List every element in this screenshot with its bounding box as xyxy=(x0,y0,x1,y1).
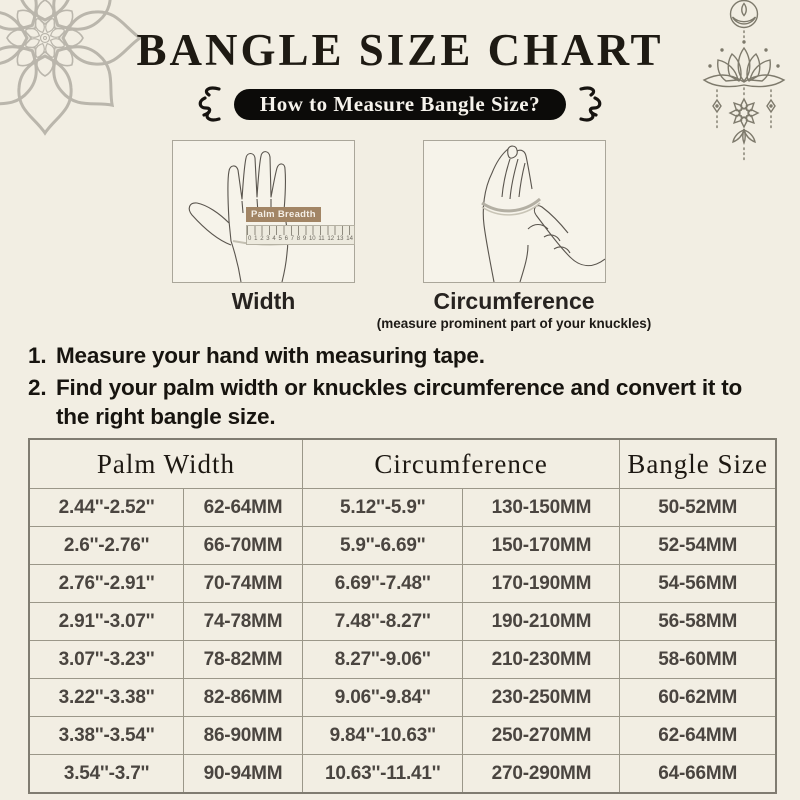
subtitle-pill: How to Measure Bangle Size? xyxy=(233,88,567,120)
size-cell: 10.63''-11.41'' xyxy=(301,754,464,794)
size-cell: 250-270MM xyxy=(462,716,621,755)
size-cell: 7.48''-8.27'' xyxy=(301,602,464,641)
width-caption: Width xyxy=(231,288,296,314)
squiggle-right-icon xyxy=(579,86,602,122)
size-cell: 230-250MM xyxy=(462,678,621,717)
size-cell: 70-74MM xyxy=(183,564,303,603)
ruler-number: 13 xyxy=(336,236,344,242)
table-row: 3.22''-3.38'' 82-86MM 9.06''-9.84'' 230-250… xyxy=(28,678,777,717)
instruction-number: 1. xyxy=(28,343,47,368)
table-header-row: Palm Width Circumference Bangle Size xyxy=(28,438,777,489)
size-cell: 6.69''-7.48'' xyxy=(301,564,464,603)
size-cell: 190-210MM xyxy=(462,602,621,641)
ruler-number: 11 xyxy=(318,236,325,242)
hand-tape-illustration-icon xyxy=(481,145,605,282)
table-row: 3.54''-3.7'' 90-94MM 10.63''-11.41'' 270-29… xyxy=(28,754,777,794)
ruler-number: 12 xyxy=(327,236,335,242)
size-conversion-table: Palm Width Circumference Bangle Size 2.4… xyxy=(28,438,777,794)
ruler-number: 8 xyxy=(296,236,301,242)
size-cell: 52-54MM xyxy=(619,526,777,565)
size-cell: 82-86MM xyxy=(183,678,303,717)
size-cell: 5.9''-6.69'' xyxy=(301,526,464,565)
size-cell: 58-60MM xyxy=(619,640,777,679)
ruler-number: 14 xyxy=(346,236,353,242)
ruler-number: 5 xyxy=(278,236,282,242)
size-cell: 2.91''-3.07'' xyxy=(28,602,185,641)
bangle-size-header: Bangle Size xyxy=(619,438,777,489)
table-row: 3.38''-3.54'' 86-90MM 9.84''-10.63'' 250-27… xyxy=(28,716,777,755)
circumference-caption-note: (measure prominent part of your knuckles… xyxy=(376,316,652,331)
size-cell: 3.07''-3.23'' xyxy=(28,640,185,679)
ruler-number: 1 xyxy=(254,236,258,242)
instructions-list: 1. Measure your hand with measuring tape… xyxy=(28,341,772,434)
ruler-number: 4 xyxy=(272,236,276,242)
ruler-ticks xyxy=(246,225,355,235)
size-cell: 78-82MM xyxy=(183,640,303,679)
table-row: 2.6''-2.76'' 66-70MM 5.9''-6.69'' 150-170MM… xyxy=(28,526,777,565)
size-cell: 54-56MM xyxy=(619,564,777,603)
subtitle-row: How to Measure Bangle Size? xyxy=(0,84,800,124)
circumference-header: Circumference xyxy=(301,438,621,489)
size-cell: 2.44''-2.52'' xyxy=(28,488,185,527)
squiggle-left-icon xyxy=(198,86,221,122)
ruler-numbers: 0 1 2 3 4 5 6 7 8 9 10 11 12 13 14 xyxy=(246,235,355,245)
size-cell: 56-58MM xyxy=(619,602,777,641)
ruler-number: 6 xyxy=(284,236,288,242)
size-cell: 2.76''-2.91'' xyxy=(28,564,185,603)
size-cell: 8.27''-9.06'' xyxy=(301,640,464,679)
size-cell: 64-66MM xyxy=(619,754,777,794)
table-row: 3.07''-3.23'' 78-82MM 8.27''-9.06'' 210-230… xyxy=(28,640,777,679)
circumference-caption: Circumference (measure prominent part of… xyxy=(344,288,684,331)
ruler-number: 10 xyxy=(308,236,316,242)
size-cell: 3.38''-3.54'' xyxy=(28,716,185,755)
table-row: 2.91''-3.07'' 74-78MM 7.48''-8.27'' 190-210… xyxy=(28,602,777,641)
instruction-item: 1. Measure your hand with measuring tape… xyxy=(28,341,772,371)
ruler-number: 3 xyxy=(266,236,270,242)
size-cell: 170-190MM xyxy=(462,564,621,603)
instruction-item: 2. Find your palm width or knuckles circ… xyxy=(28,373,772,432)
ruler-number: 9 xyxy=(302,236,307,242)
size-cell: 60-62MM xyxy=(619,678,777,717)
width-illustration: Palm Breadth 0 1 2 3 4 5 6 7 8 9 10 11 12 13 14 xyxy=(172,140,355,283)
lotus-ornament-icon xyxy=(702,0,786,163)
instruction-number: 2. xyxy=(28,374,47,400)
palm-width-header: Palm Width xyxy=(28,438,303,489)
size-cell: 3.22''-3.38'' xyxy=(28,678,185,717)
ruler-number: 2 xyxy=(260,236,264,242)
size-cell: 130-150MM xyxy=(462,488,621,527)
ruler: 0 1 2 3 4 5 6 7 8 9 10 11 12 13 14 xyxy=(246,225,355,245)
circumference-illustration xyxy=(423,140,606,283)
size-cell: 150-170MM xyxy=(462,526,621,565)
instruction-text: Find your palm width or knuckles circumf… xyxy=(56,374,743,430)
table-row: 2.44''-2.52'' 62-64MM 5.12''-5.9'' 130-150M… xyxy=(28,488,777,527)
size-cell: 90-94MM xyxy=(183,754,303,794)
size-cell: 9.84''-10.63'' xyxy=(301,716,464,755)
ruler-number: 0 xyxy=(248,236,252,242)
size-cell: 210-230MM xyxy=(462,640,621,679)
circumference-caption-title: Circumference xyxy=(433,288,595,314)
size-cell: 62-64MM xyxy=(619,716,777,755)
size-cell: 66-70MM xyxy=(183,526,303,565)
size-cell: 3.54''-3.7'' xyxy=(28,754,185,794)
size-cell: 5.12''-5.9'' xyxy=(301,488,464,527)
size-cell: 74-78MM xyxy=(183,602,303,641)
size-cell: 50-52MM xyxy=(619,488,777,527)
instruction-text: Measure your hand with measuring tape. xyxy=(56,343,485,368)
table-row: 2.76''-2.91'' 70-74MM 6.69''-7.48'' 170-190… xyxy=(28,564,777,603)
size-cell: 9.06''-9.84'' xyxy=(301,678,464,717)
size-cell: 86-90MM xyxy=(183,716,303,755)
size-cell: 62-64MM xyxy=(183,488,303,527)
size-cell: 2.6''-2.76'' xyxy=(28,526,185,565)
mandala-decoration-icon xyxy=(0,0,142,135)
page-title: BANGLE SIZE CHART xyxy=(136,25,664,75)
ruler-number: 7 xyxy=(290,236,294,242)
size-cell: 270-290MM xyxy=(462,754,621,794)
ruler-label: Palm Breadth xyxy=(246,207,321,222)
